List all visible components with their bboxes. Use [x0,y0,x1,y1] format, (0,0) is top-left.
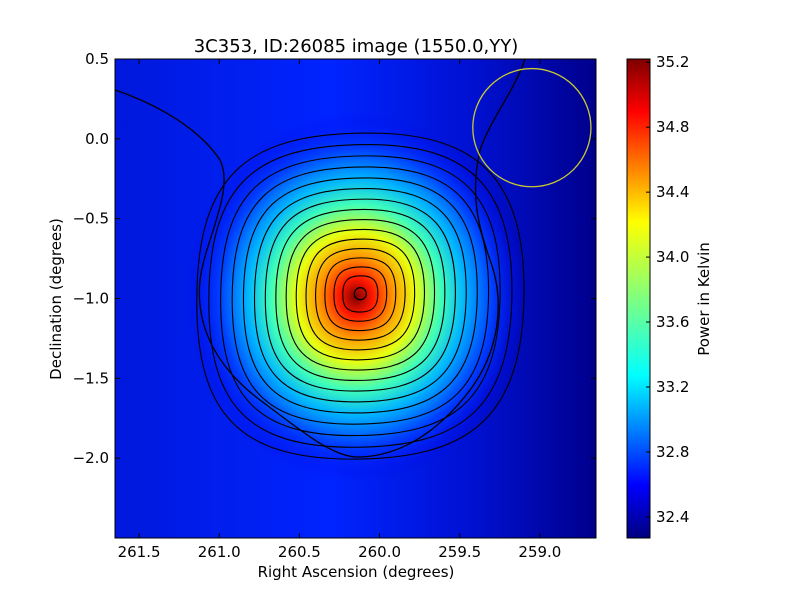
colorbar-tick-label: 35.2 [656,53,689,71]
x-tick-label: 260.0 [358,543,401,561]
colorbar-tick-label: 34.4 [656,183,689,201]
contour-line [275,208,446,382]
colorbar-label: Power in Kelvin [695,242,713,356]
contour-line [264,198,456,392]
x-tick-label: 259.5 [438,543,481,561]
x-tick-label: 261.0 [198,543,241,561]
x-tick-label: 261.5 [118,543,161,561]
outer-contour-line [115,59,526,458]
beam-circle [472,67,592,188]
contour-line [231,166,490,425]
y-tick-label: −2.0 [73,449,109,467]
contour-line [295,228,425,361]
contour-line [324,257,397,332]
x-tick-label: 259.0 [518,543,561,561]
contour-line [196,132,525,460]
colorbar-gradient [626,58,651,539]
colorbar-tick-label: 32.4 [656,508,689,526]
colorbar-tick-label: 33.2 [656,378,689,396]
source-peak-marker [353,287,367,301]
y-tick-label: 0.0 [85,130,109,148]
contour-line [342,275,379,313]
contour-line [333,266,388,322]
x-tick-label: 260.5 [278,543,321,561]
y-axis-ticks: 0.5 0.0 −0.5 −1.0 −1.5 −2.0 [73,50,596,467]
contour-line [220,155,501,437]
contour-line [242,177,478,414]
colorbar-ticks: 35.2 34.8 34.4 34.0 33.6 33.2 32.8 32.4 [646,53,689,526]
y-tick-label: −0.5 [73,210,109,228]
plot-area [115,59,596,538]
colorbar-tick-label: 34.0 [656,248,689,266]
y-tick-label: −1.0 [73,290,109,308]
colorbar-tick-label: 34.8 [656,118,689,136]
colorbar: 35.2 34.8 34.4 34.0 33.6 33.2 32.8 32.4 Power i… [626,53,713,539]
contour-line [208,144,513,448]
y-tick-label: 0.5 [85,50,109,68]
contour-line [315,248,406,341]
x-axis-label: Right Ascension (degrees) [258,563,455,581]
chart-title: 3C353, ID:26085 image (1550.0,YY) [194,36,519,57]
contour-lines [196,132,525,460]
x-axis-ticks: 261.5 261.0 260.5 260.0 259.5 259.0 [118,59,561,561]
y-axis-label: Declination (degrees) [47,218,65,380]
contour-line [285,218,436,371]
colorbar-tick-label: 32.8 [656,443,689,461]
y-tick-label: −1.5 [73,369,109,387]
contour-line [305,238,416,351]
contour-line [253,188,467,403]
colorbar-tick-label: 33.6 [656,313,689,331]
